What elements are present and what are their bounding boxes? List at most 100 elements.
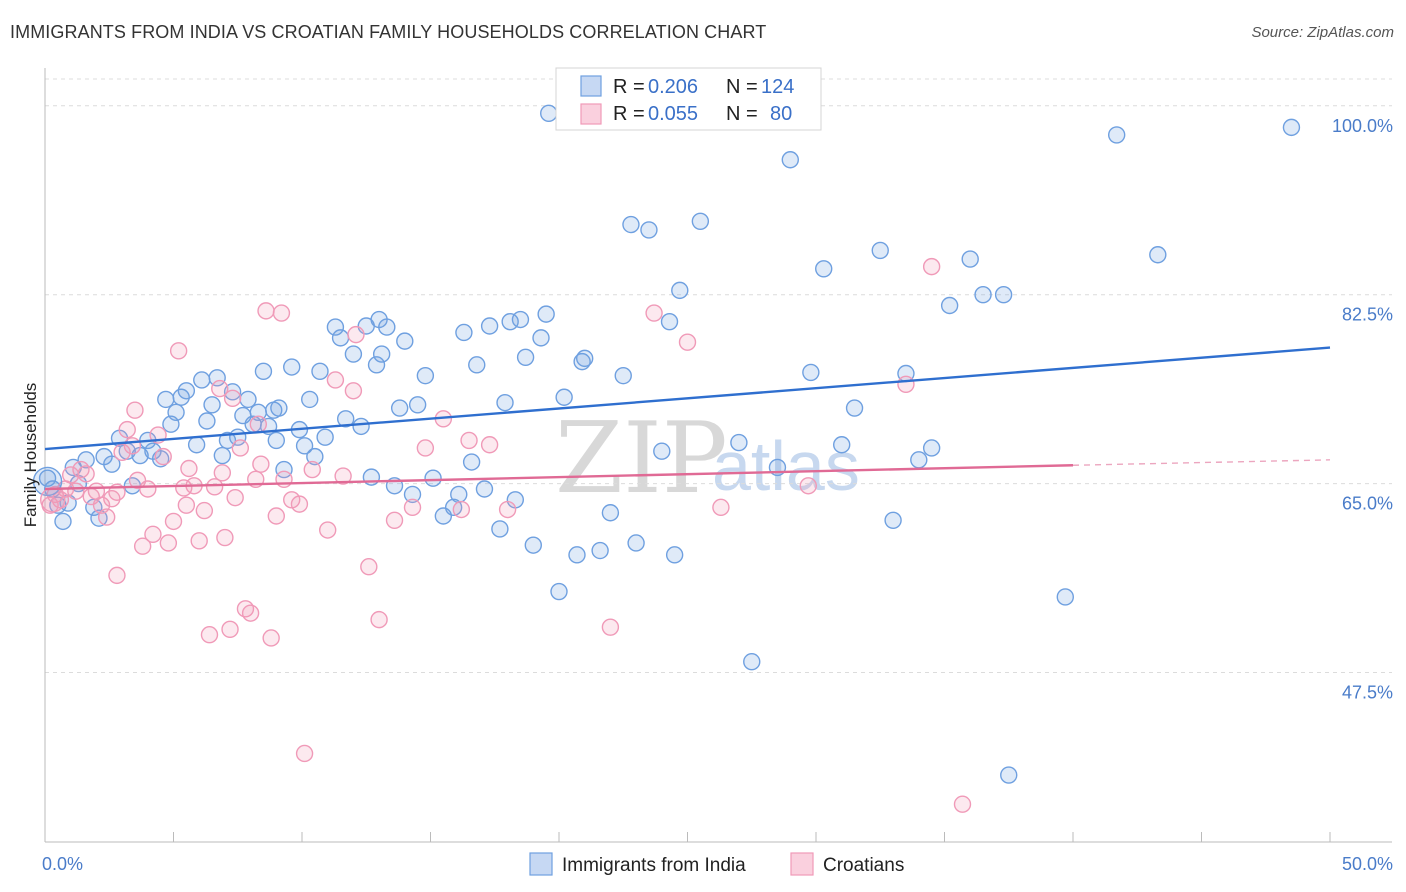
- data-point: [226, 488, 244, 507]
- data-point: [159, 534, 178, 552]
- data-point: [576, 349, 594, 368]
- data-point: [295, 437, 314, 455]
- data-point: [157, 390, 175, 409]
- data-point: [1000, 766, 1018, 784]
- data-point: [871, 241, 889, 260]
- data-point: [77, 465, 95, 483]
- data-point: [77, 451, 95, 469]
- trend-lines: [44, 346, 1331, 491]
- data-point: [922, 439, 941, 457]
- data-point: [385, 511, 404, 530]
- watermark: ZIP atlas: [555, 402, 860, 516]
- data-point: [198, 412, 216, 430]
- data-point: [326, 371, 345, 389]
- data-point: [331, 329, 350, 347]
- trend-line-croatians: [44, 464, 1074, 491]
- data-point: [336, 410, 355, 428]
- legend-n-value-india: 124: [761, 76, 794, 98]
- data-point: [730, 433, 748, 452]
- bottom-legend-label-india: Immigrants from India: [562, 855, 746, 876]
- data-point: [396, 332, 414, 350]
- data-point: [347, 325, 365, 344]
- data-point-cluster: [40, 487, 66, 513]
- data-point: [223, 383, 242, 401]
- data-point: [416, 366, 435, 385]
- data-point: [211, 379, 229, 398]
- data-point: [151, 450, 170, 468]
- data-point: [144, 525, 162, 544]
- data-point: [468, 356, 486, 374]
- data-point: [239, 390, 257, 409]
- legend-n-label-croatians: N =: [726, 103, 758, 125]
- y-tick-label: 47.5%: [1342, 683, 1393, 703]
- data-point: [213, 464, 232, 482]
- data-point: [123, 437, 142, 455]
- data-point: [267, 507, 285, 525]
- data-point: [498, 500, 517, 519]
- x-tick-label: 0.0%: [42, 854, 83, 874]
- bottom-legend-swatch-india: [529, 852, 553, 876]
- data-point: [164, 512, 183, 531]
- data-point: [403, 485, 422, 504]
- data-point: [254, 362, 273, 381]
- data-point: [213, 446, 232, 465]
- legend-r-value-croatians: 0.055: [648, 103, 698, 125]
- data-point: [640, 221, 658, 239]
- data-point: [319, 521, 337, 539]
- data-point: [270, 399, 288, 417]
- data-point: [994, 285, 1013, 304]
- data-point: [290, 495, 309, 513]
- data-point: [352, 417, 370, 436]
- data-point: [815, 260, 833, 278]
- data-point: [295, 744, 314, 763]
- data-point: [177, 382, 196, 400]
- data-point: [216, 528, 234, 547]
- data-point: [516, 348, 535, 367]
- data-point: [370, 610, 388, 629]
- data-point: [221, 620, 239, 639]
- data-point: [275, 470, 293, 488]
- data-point: [372, 345, 391, 363]
- data-point: [524, 536, 542, 554]
- data-point: [303, 460, 321, 479]
- y-tick-label: 82.5%: [1342, 305, 1393, 325]
- data-point: [54, 512, 72, 531]
- data-point: [910, 451, 928, 469]
- data-point: [283, 358, 301, 376]
- data-point: [645, 304, 663, 322]
- data-point: [712, 498, 730, 517]
- data-point: [940, 296, 959, 315]
- legend-r-value-india: 0.206: [648, 76, 698, 98]
- data-point: [601, 618, 620, 636]
- data-point: [241, 604, 260, 622]
- data-point: [113, 443, 131, 462]
- data-point: [833, 436, 851, 454]
- data-point: [262, 629, 280, 647]
- legend-r-label-india: R =: [613, 76, 645, 98]
- data-point: [591, 541, 609, 560]
- data-point: [550, 582, 568, 601]
- data-point: [370, 310, 388, 329]
- data-point: [175, 479, 193, 497]
- legend-r-label-croatians: R =: [613, 103, 645, 125]
- data-point: [408, 396, 427, 414]
- data-point: [475, 480, 494, 498]
- data-point: [218, 431, 237, 450]
- data-point: [601, 504, 620, 522]
- data-point: [190, 532, 208, 550]
- data-point: [627, 534, 645, 552]
- data-point: [154, 447, 172, 466]
- series-croatians: [41, 257, 972, 813]
- data-point: [455, 323, 473, 342]
- data-points: [32, 104, 1301, 813]
- data-point: [193, 371, 211, 389]
- data-point: [403, 498, 422, 517]
- data-point: [316, 428, 334, 446]
- data-point: [537, 305, 555, 323]
- data-point: [743, 653, 761, 671]
- data-point: [200, 626, 219, 644]
- data-point: [38, 469, 57, 487]
- data-point: [653, 442, 671, 460]
- data-point: [367, 356, 386, 374]
- data-point: [678, 333, 697, 351]
